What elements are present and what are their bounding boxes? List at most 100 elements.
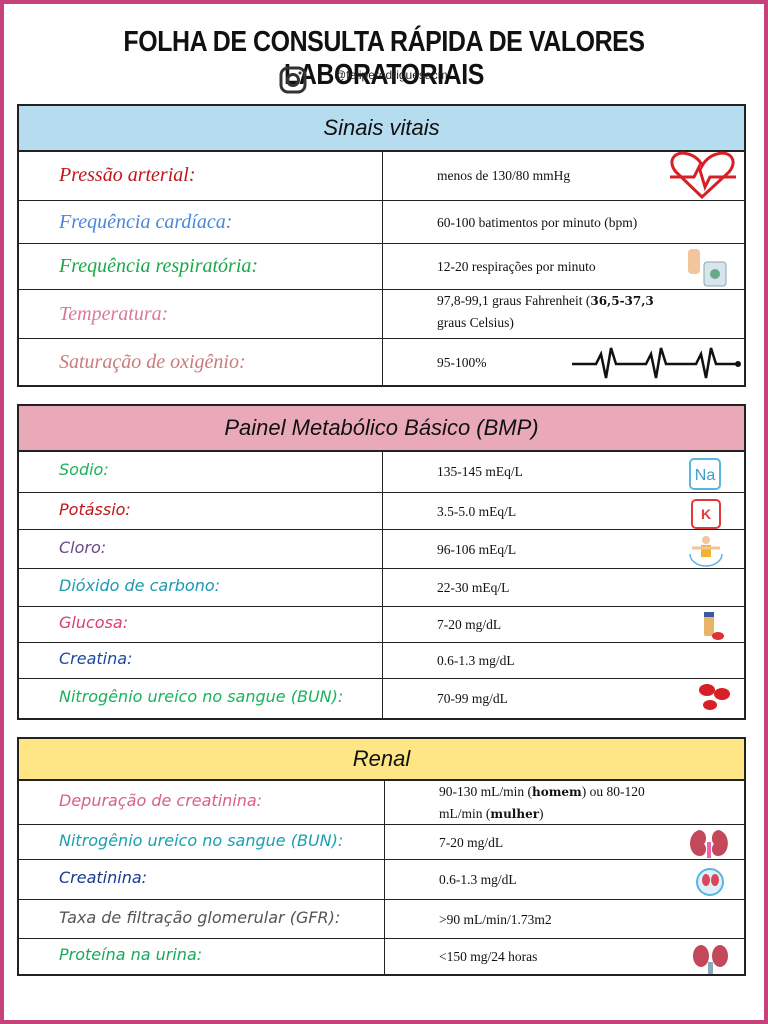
row-label: Nitrogênio ureico no sangue (BUN): [59,687,344,706]
divider [382,569,383,606]
row-value: 60-100 batimentos por minuto (bpm) [437,212,677,234]
row: Frequência respiratória: 12-20 respiraçõe… [19,243,744,289]
divider [382,290,383,338]
row: Glucosa: 7-20 mg/dL [19,606,744,642]
row-label: Taxa de filtração glomerular (GFR): [59,907,341,927]
value-segment: 36,5-37,3 [590,294,654,308]
divider [382,152,383,200]
row: Nitrogênio ureico no sangue (BUN): 7-20 m… [19,824,744,859]
row-label: Proteína na urina: [59,945,203,964]
row-value: 95-100% [437,352,677,374]
row-label: Cloro: [59,537,107,557]
row-label: Depuração de creatinina: [59,790,263,810]
row: Creatina: 0.6-1.3 mg/dL [19,642,744,678]
row: Dióxido de carbono: 22-30 mEq/L [19,568,744,606]
row-label: Potássio: [59,499,131,519]
row-value: menos de 130/80 mmHg [437,165,677,187]
value-segment: ) [539,806,544,821]
row-label: Creatinina: [59,868,148,887]
section: Sinais vitais Pressão arterial: menos de 1… [17,104,746,387]
value-segment: 96-106 mEq/L [437,541,517,557]
value-segment: 97,8-99,1 graus Fahrenheit ( [437,293,591,308]
row-value: 97,8-99,1 graus Fahrenheit (36,5-37,3 gr… [437,290,677,334]
row-label: Saturação de oxigênio: [59,350,246,373]
divider [382,339,383,385]
row-label: Nitrogênio ureico no sangue (BUN): [59,830,344,850]
row-value: 0.6-1.3 mg/dL [439,869,679,891]
divider [382,530,383,568]
row-value: 135-145 mEq/L [437,461,677,483]
value-segment: 95-100% [437,354,487,370]
handle: @feliperodriguesacm [334,68,448,82]
value-segment: 70-99 mg/dL [437,691,508,706]
value-segment: 135-145 mEq/L [437,464,523,479]
divider [384,860,385,899]
value-segment: ) ou 80-120 mL/min ( [439,784,645,821]
section-title: Painel Metabólico Básico (BMP) [19,406,744,452]
value-segment: <150 mg/24 horas [439,949,538,964]
row: Frequência cardíaca: 60-100 batimentos po… [19,200,744,243]
row-label: Frequência cardíaca: [59,210,233,233]
row-value: 7-20 mg/dL [437,614,677,636]
divider [384,781,385,824]
value-segment: 60-100 batimentos por minuto (bpm) [437,214,638,230]
value-segment: 90-130 mL/min ( [439,784,532,799]
value-segment: 12-20 respirações por minuto [437,259,596,274]
row-value: 70-99 mg/dL [437,688,677,710]
row-label: Pressão arterial: [59,164,196,186]
row-value: <150 mg/24 horas [439,946,679,968]
section: Renal Depuração de creatinina: 90-130 mL/m… [17,737,746,976]
divider [382,643,383,678]
row: Depuração de creatinina: 90-130 mL/min (h… [19,781,744,824]
value-segment: 7-20 mg/dL [439,834,504,850]
row-label: Temperatura: [59,302,169,325]
value-segment: homem [532,785,582,799]
row-label: Creatina: [59,649,133,668]
row: Sodio: 135-145 mEq/L [19,452,744,492]
section-title: Sinais vitais [19,106,744,152]
row: Temperatura: 97,8-99,1 graus Fahrenheit (… [19,289,744,338]
row: Saturação de oxigênio: 95-100% [19,338,744,385]
divider [382,244,383,289]
divider [382,201,383,243]
divider [384,825,385,859]
divider [382,679,383,718]
divider [382,452,383,492]
row: Creatinina: 0.6-1.3 mg/dL [19,859,744,899]
row: Cloro: 96-106 mEq/L [19,529,744,568]
value-segment: mulher [490,807,540,821]
value-segment: menos de 130/80 mmHg [437,168,571,183]
row: Nitrogênio ureico no sangue (BUN): 70-99 … [19,678,744,718]
row: Proteína na urina: <150 mg/24 horas [19,938,744,974]
row-label: Glucosa: [59,613,129,632]
title: FOLHA DE CONSULTA RÁPIDA DE VALORES LABO… [123,26,645,91]
row-value: 90-130 mL/min (homem) ou 80-120 mL/min (… [439,781,679,825]
divider [384,939,385,974]
row-label: Sodio: [59,460,109,479]
row: Pressão arterial: menos de 130/80 mmHg [19,152,744,200]
value-segment: 3.5-5.0 mEq/L [437,503,517,519]
divider [382,493,383,529]
instagram-icon [279,66,307,94]
row-value: 3.5-5.0 mEq/L [437,501,677,523]
value-segment: 7-20 mg/dL [437,617,502,632]
row-value: 12-20 respirações por minuto [437,256,677,278]
row-label: Dióxido de carbono: [59,576,221,595]
row-value: 0.6-1.3 mg/dL [437,650,677,672]
value-segment: 0.6-1.3 mg/dL [439,872,517,887]
section: Painel Metabólico Básico (BMP) Sodio: 135-… [17,404,746,720]
divider [382,607,383,642]
divider [384,900,385,938]
row-value: 22-30 mEq/L [437,577,677,599]
row-value: 7-20 mg/dL [439,832,679,854]
row: Potássio: 3.5-5.0 mEq/L [19,492,744,529]
section-title: Renal [19,739,744,781]
row-label: Frequência respiratória: [59,255,259,277]
row-value: 96-106 mEq/L [437,539,677,561]
row: Taxa de filtração glomerular (GFR): >90 m… [19,899,744,938]
value-segment: 22-30 mEq/L [437,580,510,595]
value-segment: graus Celsius) [437,315,514,330]
value-segment: 0.6-1.3 mg/dL [437,653,515,668]
row-value: >90 mL/min/1.73m2 [439,909,679,931]
value-segment: >90 mL/min/1.73m2 [439,911,552,927]
